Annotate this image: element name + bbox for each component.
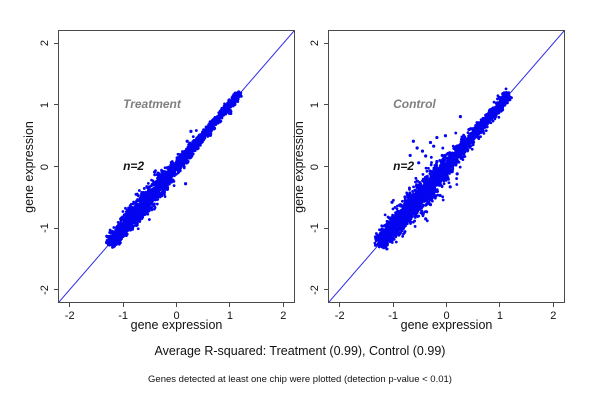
treatment-group-label: Treatment [123,96,181,111]
average-r-squared-text: Average R-squared: Treatment (0.99), Con… [154,344,446,358]
x-axis-label: gene expression [130,318,223,332]
y-tick-label: -2 [309,284,321,295]
x-tick-label: -1 [118,310,128,322]
x-tick-label: 2 [550,310,557,322]
y-tick [324,166,328,167]
x-tick [392,303,394,307]
y-tick [54,289,58,291]
x-tick-label: -2 [64,310,75,322]
y-tick [54,42,58,44]
x-tick [339,303,341,307]
detection-footnote-text: Genes detected at least one chip were pl… [148,374,452,385]
y-tick-label: -1 [39,223,51,233]
treatment-scatter-canvas [59,31,294,302]
control-scatter-canvas [329,31,564,302]
x-axis-label: gene expression [400,318,493,332]
x-tick [176,303,177,307]
y-tick [324,289,328,291]
y-axis-label: gene expression [22,120,36,213]
y-tick-label: 0 [309,163,321,170]
x-tick [446,303,447,307]
y-tick [324,104,328,106]
x-tick-label: 1 [226,310,233,322]
y-tick [54,166,58,167]
y-tick-label: -1 [309,223,321,233]
y-tick-label: 0 [39,163,51,170]
treatment-n-label: n=2 [123,158,145,173]
y-tick-label: 1 [39,101,51,108]
x-tick-label: 0 [443,310,450,322]
x-tick-label: 2 [280,310,287,322]
y-tick-label: 2 [39,40,51,47]
x-tick [282,303,284,307]
control-scatter-plot: -2 -1 0 1 2 -2 -1 0 1 2 gene expression gene expres… [292,30,565,332]
y-tick [324,227,328,229]
x-tick [552,303,554,307]
treatment-scatter-plot: -2 -1 0 1 2 -2 -1 0 1 2 gene expression gene expres… [22,30,295,332]
x-tick [122,303,124,307]
x-tick-label: -1 [388,310,398,322]
y-tick [54,227,58,229]
x-tick-label: -2 [334,310,345,322]
y-tick-label: -2 [39,284,51,295]
y-tick-label: 1 [309,101,321,108]
y-tick [324,42,328,44]
y-tick [54,104,58,106]
x-tick [499,303,501,307]
x-tick-label: 1 [496,310,503,322]
x-tick-label: 0 [173,310,180,322]
y-axis-label: gene expression [292,120,306,213]
control-group-label: Control [393,96,436,111]
y-tick-label: 2 [309,40,321,47]
x-tick [229,303,231,307]
control-n-label: n=2 [393,158,415,173]
x-tick [69,303,71,307]
